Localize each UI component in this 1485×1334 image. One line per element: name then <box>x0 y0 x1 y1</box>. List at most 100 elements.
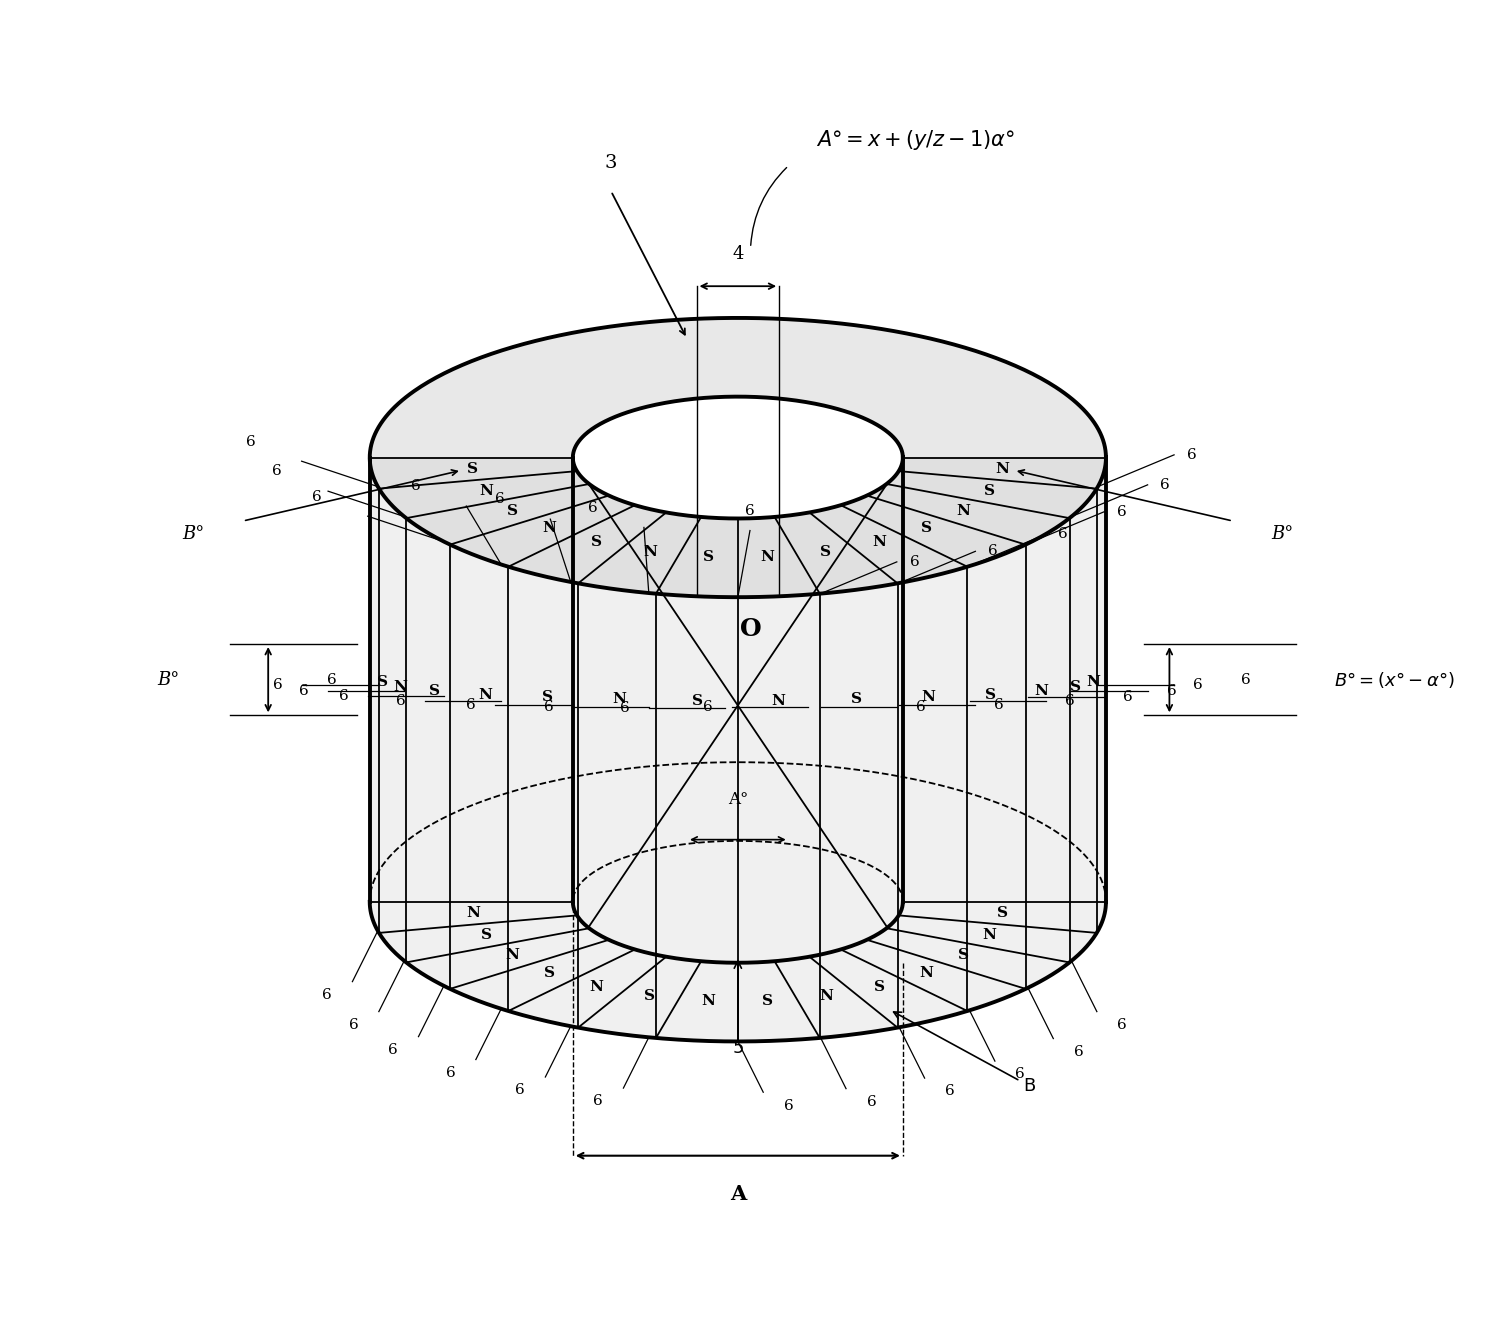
Polygon shape <box>967 544 1026 1011</box>
Text: 6: 6 <box>916 700 925 714</box>
Text: 6: 6 <box>349 1018 358 1033</box>
Text: S: S <box>851 692 861 707</box>
Text: 6: 6 <box>1117 504 1127 519</box>
Text: 6: 6 <box>446 1066 456 1081</box>
Polygon shape <box>578 512 701 594</box>
Text: 6: 6 <box>1059 527 1068 542</box>
Text: N: N <box>505 948 520 962</box>
Polygon shape <box>867 484 1069 544</box>
Text: 6: 6 <box>995 698 1004 712</box>
Text: 6: 6 <box>396 694 405 708</box>
Text: 6: 6 <box>944 1085 955 1098</box>
Text: 6: 6 <box>300 684 309 699</box>
Text: N: N <box>1087 675 1100 690</box>
Text: 6: 6 <box>339 690 349 703</box>
Text: N: N <box>480 484 493 498</box>
Text: B°: B° <box>183 524 205 543</box>
Text: B°: B° <box>1271 524 1293 543</box>
Polygon shape <box>370 458 578 488</box>
Text: 6: 6 <box>1167 684 1176 699</box>
Text: 6: 6 <box>588 500 598 515</box>
Polygon shape <box>656 518 738 598</box>
Text: S: S <box>702 550 713 564</box>
Polygon shape <box>656 594 738 1042</box>
Text: S: S <box>591 535 601 550</box>
Text: $B°= (x°- \alpha°)$: $B°= (x°- \alpha°)$ <box>1335 670 1455 690</box>
Polygon shape <box>1069 488 1097 962</box>
Text: S: S <box>875 979 885 994</box>
Polygon shape <box>407 518 450 988</box>
Text: N: N <box>643 546 656 559</box>
Text: A: A <box>729 1183 745 1203</box>
Text: 3: 3 <box>604 153 618 172</box>
Text: N: N <box>590 979 603 994</box>
Text: 6: 6 <box>495 492 505 507</box>
Text: N: N <box>478 687 492 702</box>
Polygon shape <box>738 594 820 1042</box>
Text: 6: 6 <box>312 490 322 503</box>
Polygon shape <box>809 506 967 583</box>
Text: 6: 6 <box>1123 690 1133 704</box>
Text: S: S <box>429 684 440 698</box>
Text: 6: 6 <box>702 700 713 714</box>
Polygon shape <box>578 583 656 1038</box>
Text: S: S <box>985 484 995 498</box>
Text: $A°= x + (y/z - 1)\alpha°$: $A°= x + (y/z - 1)\alpha°$ <box>815 128 1016 152</box>
Text: 6: 6 <box>466 698 475 711</box>
Text: S: S <box>377 675 388 690</box>
Text: 6: 6 <box>909 555 919 568</box>
Polygon shape <box>407 484 609 544</box>
Text: O: O <box>740 616 762 640</box>
Text: N: N <box>394 679 407 694</box>
Text: N: N <box>1034 684 1048 698</box>
Text: 6: 6 <box>1117 1018 1127 1033</box>
Text: N: N <box>818 990 833 1003</box>
Text: 6: 6 <box>544 700 554 714</box>
Text: S: S <box>958 948 970 962</box>
Polygon shape <box>887 471 1097 518</box>
Text: 6: 6 <box>1065 695 1075 708</box>
Text: 6: 6 <box>515 1083 524 1098</box>
Text: 6: 6 <box>322 988 331 1002</box>
Polygon shape <box>898 458 1106 488</box>
Text: 6: 6 <box>1187 448 1197 462</box>
Text: S: S <box>542 691 552 704</box>
Text: S: S <box>692 694 704 707</box>
Polygon shape <box>450 495 636 567</box>
Polygon shape <box>897 567 967 1027</box>
Text: 6: 6 <box>1016 1067 1025 1082</box>
Polygon shape <box>1097 458 1106 932</box>
Text: N: N <box>760 550 775 564</box>
Text: S: S <box>762 994 774 1009</box>
Text: 5: 5 <box>732 960 744 1057</box>
Text: 6: 6 <box>745 504 754 518</box>
Text: N: N <box>701 994 714 1009</box>
Polygon shape <box>1026 518 1069 988</box>
Text: S: S <box>506 504 518 518</box>
Polygon shape <box>379 471 590 518</box>
Text: N: N <box>919 966 933 979</box>
Text: S: S <box>1071 679 1081 694</box>
Text: N: N <box>996 462 1010 476</box>
Text: S: S <box>468 462 478 476</box>
Text: 6: 6 <box>411 479 420 494</box>
Text: 4: 4 <box>732 245 744 263</box>
Text: N: N <box>466 906 480 920</box>
Text: N: N <box>542 522 557 535</box>
Text: 6: 6 <box>1074 1045 1084 1059</box>
Text: 6: 6 <box>784 1099 793 1113</box>
Text: 6: 6 <box>988 544 998 559</box>
PathPatch shape <box>370 317 1106 598</box>
Polygon shape <box>775 512 897 594</box>
Text: N: N <box>921 691 936 704</box>
Polygon shape <box>738 518 820 598</box>
Text: S: S <box>820 546 832 559</box>
Polygon shape <box>508 567 578 1027</box>
Text: N: N <box>873 535 887 550</box>
Text: 6: 6 <box>1240 672 1250 687</box>
Text: N: N <box>613 692 627 707</box>
Text: A°: A° <box>728 791 748 808</box>
Text: 6: 6 <box>867 1095 876 1109</box>
Text: 6: 6 <box>327 672 337 687</box>
Polygon shape <box>820 583 897 1038</box>
